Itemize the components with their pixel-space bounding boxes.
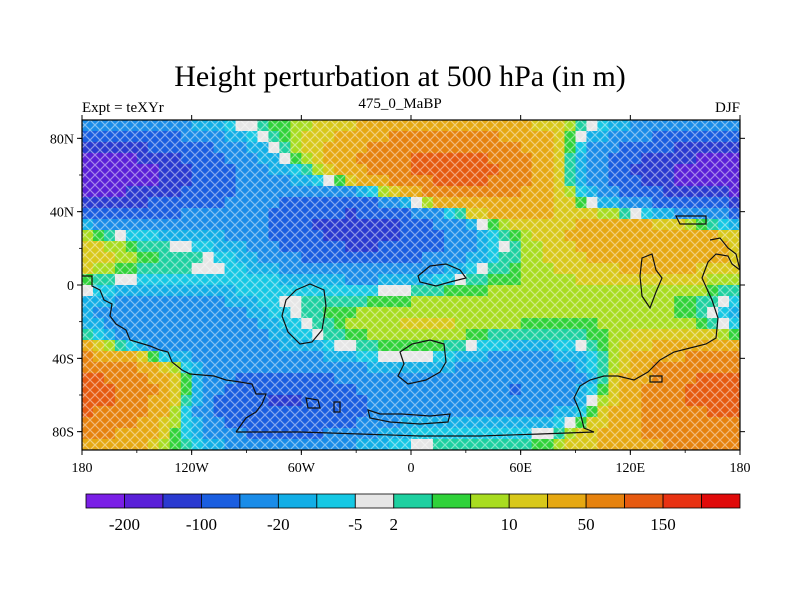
colorbar-label: -20 xyxy=(267,515,290,534)
latitude-ticks: 80N 40N 0 40S 80S xyxy=(50,132,745,441)
coastline-australia xyxy=(649,375,663,383)
coastline-antarctica xyxy=(236,431,595,437)
x-tick-label: 60W xyxy=(288,461,316,476)
coastline-americas xyxy=(82,275,267,433)
colorbar-swatch xyxy=(393,493,433,509)
colorbar-swatch xyxy=(585,493,625,509)
colorbar-label: 150 xyxy=(650,515,676,534)
coastline-africa xyxy=(281,283,327,345)
colorbar-swatch xyxy=(547,493,587,509)
colorbar-label: 2 xyxy=(390,515,399,534)
coastline-maritime xyxy=(675,215,707,225)
colorbar: -200 -100 -20 -5 2 10 50 150 xyxy=(85,493,741,534)
colorbar-swatch xyxy=(201,493,241,509)
grid-texture xyxy=(82,120,740,450)
colorbar-label: -100 xyxy=(186,515,217,534)
coastline-pacific-islands xyxy=(573,237,740,433)
x-tick-label: 180 xyxy=(72,461,93,476)
colorbar-swatch xyxy=(470,493,510,509)
colorbar-swatch xyxy=(316,493,356,509)
colorbar-swatch xyxy=(124,493,164,509)
y-tick-label: 40N xyxy=(50,206,74,221)
colorbar-swatch xyxy=(277,493,318,509)
x-tick-label: 0 xyxy=(408,461,415,476)
colorbar-swatch xyxy=(508,493,549,509)
y-tick-label: 0 xyxy=(67,279,74,294)
colorbar-swatch xyxy=(162,493,202,509)
map-title: Height perturbation at 500 hPa (in m) xyxy=(174,60,626,93)
coastline-antarctic-peninsula xyxy=(367,409,451,425)
experiment-label: Expt = teXYr xyxy=(82,100,164,116)
colorbar-label: -200 xyxy=(109,515,140,534)
center-subtitle: 475_0_MaBP xyxy=(358,96,442,112)
coastline-europe xyxy=(417,263,468,287)
y-tick-label: 80S xyxy=(52,426,74,441)
colorbar-label: -5 xyxy=(348,515,362,534)
coastline-asia-west xyxy=(397,339,447,385)
x-tick-label: 120E xyxy=(616,461,646,476)
colorbar-swatch xyxy=(701,493,741,509)
x-tick-label: 60E xyxy=(509,461,532,476)
colorbar-swatch xyxy=(354,493,395,509)
x-tick-label: 120W xyxy=(175,461,210,476)
colorbar-swatch xyxy=(624,493,664,509)
coastline-sea-ice xyxy=(305,397,341,413)
coastlines xyxy=(82,215,740,437)
map-plot-area xyxy=(81,119,741,451)
colorbar-swatch xyxy=(239,493,279,509)
x-tick-label: 180 xyxy=(730,461,751,476)
colorbar-swatch xyxy=(85,493,125,509)
colorbar-swatch xyxy=(662,493,702,509)
y-tick-label: 40S xyxy=(52,352,74,367)
season-label: DJF xyxy=(714,100,740,116)
longitude-ticks: 180 120W 60W 0 60E 120E 180 xyxy=(72,115,751,476)
coastline-asia-east xyxy=(639,253,663,310)
colorbar-label: 50 xyxy=(578,515,595,534)
colorbar-swatch xyxy=(431,493,472,509)
y-tick-label: 80N xyxy=(50,132,74,147)
colorbar-label: 10 xyxy=(501,515,518,534)
